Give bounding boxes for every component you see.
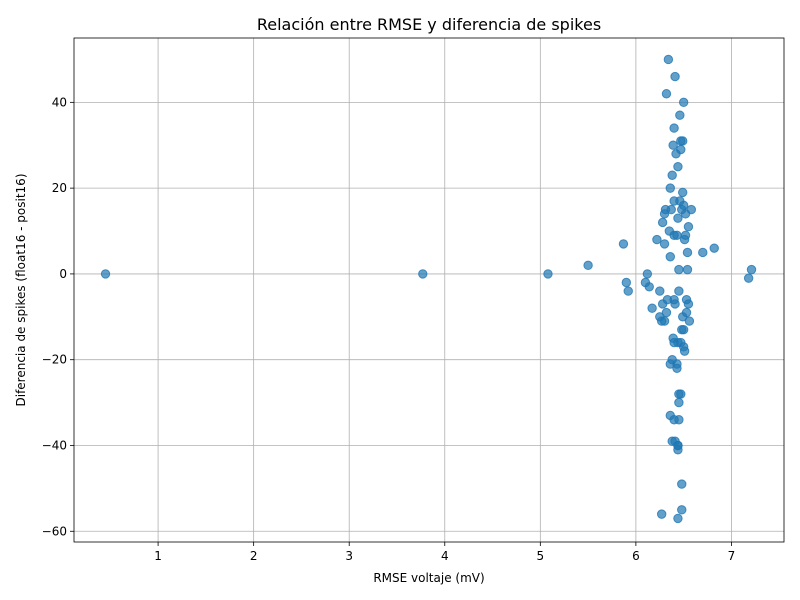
data-point xyxy=(543,269,553,279)
data-point xyxy=(661,307,672,318)
data-point xyxy=(666,204,676,215)
x-tick-label: 7 xyxy=(728,549,736,563)
y-tick-label: 20 xyxy=(52,181,67,195)
y-tick-label: −40 xyxy=(42,438,67,452)
data-point xyxy=(100,269,111,279)
data-point xyxy=(655,286,665,296)
data-point xyxy=(674,397,684,408)
x-tick-label: 1 xyxy=(154,549,162,563)
data-point xyxy=(683,222,694,232)
data-point xyxy=(709,243,719,253)
grid xyxy=(74,38,784,542)
y-tick-label: 0 xyxy=(59,267,67,281)
data-point xyxy=(678,324,689,335)
data-point xyxy=(661,89,672,99)
y-tick-label: −20 xyxy=(42,353,67,367)
y-axis: −60 −40 −20 0 20 40 xyxy=(42,95,74,538)
data-point xyxy=(656,509,667,519)
data-point xyxy=(618,239,629,249)
data-point xyxy=(680,230,691,241)
data-point xyxy=(678,136,688,146)
data-point xyxy=(686,204,697,215)
chart-title: Relación entre RMSE y diferencia de spik… xyxy=(257,15,601,34)
data-point xyxy=(667,170,677,180)
data-point xyxy=(746,264,757,275)
data-point xyxy=(673,440,683,451)
data-point xyxy=(674,286,684,296)
x-tick-label: 4 xyxy=(441,549,449,563)
data-point xyxy=(659,239,670,249)
data-point xyxy=(679,346,690,356)
data-point xyxy=(665,252,675,262)
data-point xyxy=(683,299,694,309)
y-axis-label: Diferencia de spikes (float16 - posit16) xyxy=(14,174,28,407)
data-point xyxy=(621,277,632,288)
data-point xyxy=(677,479,687,489)
data-point xyxy=(674,264,684,275)
data-point xyxy=(675,110,685,120)
y-tick-label: 40 xyxy=(52,95,67,109)
data-point xyxy=(642,269,653,279)
data-point xyxy=(682,247,693,258)
data-point xyxy=(659,316,670,326)
data-point xyxy=(652,234,662,245)
data-point xyxy=(672,363,682,373)
data-point xyxy=(672,230,682,241)
data-point xyxy=(673,513,683,524)
x-axis: 1 2 3 4 5 6 7 xyxy=(154,542,735,563)
x-tick-label: 3 xyxy=(345,549,353,563)
data-point xyxy=(676,144,686,155)
data-point xyxy=(668,140,678,150)
data-point xyxy=(743,273,754,283)
x-axis-label: RMSE voltaje (mV) xyxy=(373,571,484,585)
data-point xyxy=(647,303,657,313)
y-tick-label: −60 xyxy=(42,524,67,538)
data-point xyxy=(681,307,692,318)
data-point xyxy=(673,161,683,172)
plot-frame xyxy=(73,37,785,543)
data-point xyxy=(677,505,687,515)
data-point xyxy=(676,337,686,348)
x-tick-label: 2 xyxy=(250,549,258,563)
data-point xyxy=(684,316,695,326)
data-point xyxy=(698,247,708,258)
data-point xyxy=(673,213,683,223)
data-point xyxy=(682,264,693,275)
data-point xyxy=(669,123,679,133)
data-point xyxy=(678,200,689,210)
x-tick-label: 5 xyxy=(537,549,545,563)
data-point xyxy=(418,269,428,279)
data-point xyxy=(670,299,680,309)
x-tick-label: 6 xyxy=(632,549,640,563)
data-points xyxy=(100,54,757,524)
data-point xyxy=(665,183,675,193)
data-point xyxy=(657,217,668,228)
data-point xyxy=(644,282,654,292)
data-point xyxy=(665,359,675,369)
data-point xyxy=(623,286,633,296)
data-point xyxy=(676,389,686,399)
data-point xyxy=(670,71,680,82)
data-point xyxy=(678,187,688,198)
data-point xyxy=(583,260,593,271)
data-point xyxy=(678,97,689,108)
data-point xyxy=(663,54,674,65)
data-point xyxy=(669,415,679,425)
